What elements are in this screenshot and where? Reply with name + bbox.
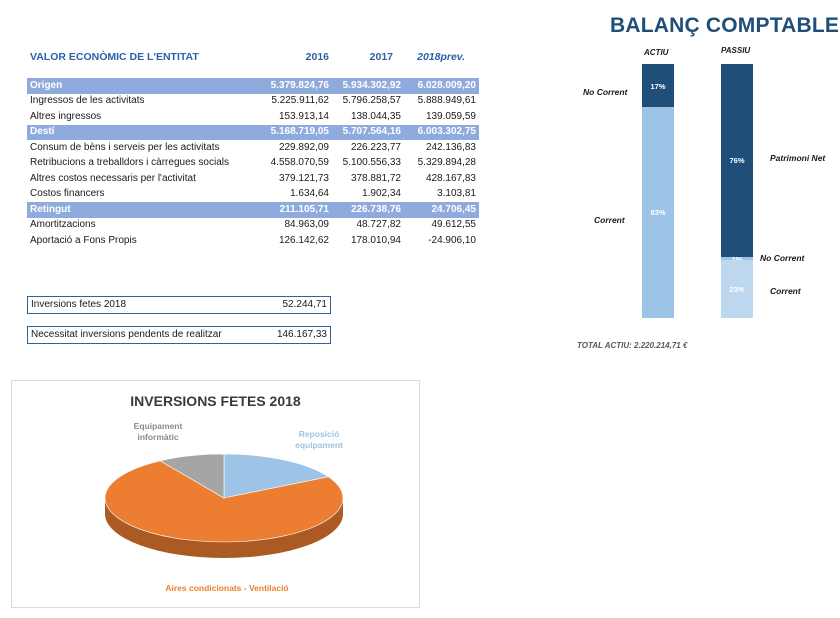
passiu-corrent-bar: 23% <box>721 260 753 318</box>
table-row: Consum de bèns i serveis per les activit… <box>27 140 479 156</box>
row-value: 428.167,83 <box>425 172 476 184</box>
row-value: 211.105,71 <box>279 203 330 215</box>
table-row: Costos financers 1.634,64 1.902,34 3.103,81 <box>27 187 479 203</box>
label-no-corrent-actiu: No Corrent <box>583 87 628 97</box>
row-value: 1.634,64 <box>290 188 329 199</box>
balance-title: BALANÇ COMPTABLE <box>610 14 840 37</box>
pie-chart <box>104 453 344 558</box>
passiu-no-corrent-pct: 1% <box>721 255 753 264</box>
col-2017: 2017 <box>369 51 393 63</box>
row-label: Aportació a Fons Propis <box>30 234 137 246</box>
actiu-no-corrent-pct: 17% <box>650 82 666 91</box>
label-reposicio: Reposició equipament <box>295 429 343 450</box>
row-label: Origen <box>30 79 63 91</box>
table-row: Ingressos de les activitats 5.225.911,62 5… <box>27 94 479 110</box>
row-label: Retingut <box>30 203 71 215</box>
row-value: 126.142,62 <box>278 234 329 246</box>
inversions-box: Inversions fetes 2018 52.244,71 <box>27 296 331 314</box>
pie-chart-card: INVERSIONS FETES 2018 Reposició equipame… <box>11 380 420 608</box>
label-corrent-passiu: Corrent <box>770 286 801 296</box>
col-2018prev: 2018prev. <box>417 51 465 63</box>
row-value: 378.881,72 <box>350 172 401 184</box>
actiu-no-corrent-bar: 17% <box>642 64 674 107</box>
necessitat-value: 146.167,33 <box>276 329 327 340</box>
table-section-row: Destí 5.168.719,05 5.707.564,16 6.003.302,7… <box>27 124 479 140</box>
row-value: 6.003.302,75 <box>417 126 476 137</box>
label-no-corrent-passiu: No Corrent <box>760 253 805 263</box>
row-value: 5.707.564,16 <box>342 126 401 137</box>
row-value: 242.136,83 <box>425 141 476 153</box>
passiu-patrimoni-pct: 76% <box>729 156 745 165</box>
pie-side-1 <box>105 498 343 558</box>
table-section-row: Retingut 211.105,71 226.738,76 24.706,45 <box>27 202 479 218</box>
row-label: Costos financers <box>30 188 105 199</box>
row-value: 5.796.258,57 <box>342 95 401 106</box>
economic-value-table: VALOR ECONÒMIC DE L'ENTITAT 2016 2017 20… <box>27 47 479 249</box>
row-label: Retribucions a treballdors i càrregues s… <box>30 157 229 168</box>
necessitat-label: Necessitat inversions pendents de realit… <box>31 329 222 340</box>
table-row: Altres ingressos 153.913,14 138.044,35 139.… <box>27 109 479 125</box>
table-row: Retribucions a treballdors i càrregues s… <box>27 156 479 172</box>
row-value: 6.028.009,20 <box>417 79 476 91</box>
row-value: -24.906,10 <box>428 234 476 246</box>
row-value: 5.379.824,76 <box>270 79 329 91</box>
label-equipament: Equipament informàtic <box>133 421 183 442</box>
table-header: VALOR ECONÒMIC DE L'ENTITAT 2016 2017 20… <box>27 47 479 69</box>
row-label: Consum de bèns i serveis per les activit… <box>30 141 220 153</box>
necessitat-box: Necessitat inversions pendents de realit… <box>27 326 331 344</box>
table-title: VALOR ECONÒMIC DE L'ENTITAT <box>30 51 199 63</box>
passiu-no-corrent-bar: 1% <box>721 255 753 264</box>
table-row: Amortitzacions 84.963,09 48.727,82 49.612,5… <box>27 218 479 234</box>
row-value: 5.888.949,61 <box>417 95 476 106</box>
row-value: 5.934.302,92 <box>342 79 401 91</box>
row-value: 5.329.894,28 <box>417 157 476 168</box>
inversions-label: Inversions fetes 2018 <box>31 299 127 310</box>
row-value: 226.738,76 <box>350 203 401 215</box>
pie-slice-1 <box>104 460 344 543</box>
row-label: Ingressos de les activitats <box>30 95 145 106</box>
row-value: 229.892,09 <box>278 141 329 153</box>
col-actiu: ACTIU <box>644 48 669 57</box>
row-value: 48.727,82 <box>356 219 402 230</box>
row-label: Destí <box>30 126 55 137</box>
row-value: 5.168.719,05 <box>270 126 329 137</box>
row-value: 5.225.911,62 <box>271 95 329 106</box>
row-value: 24.706,45 <box>431 203 477 215</box>
row-value: 5.100.556,33 <box>342 157 401 168</box>
row-value: 49.612,55 <box>431 219 477 230</box>
col-passiu: PASSIU <box>721 46 751 55</box>
row-value: 3.103,81 <box>437 188 476 199</box>
label-aires: Aires condicionats - Ventilació <box>165 583 289 593</box>
row-value: 139.059,59 <box>425 110 476 122</box>
pie-slice-2 <box>159 453 225 499</box>
pie-slice-0 <box>223 453 330 499</box>
total-actiu: TOTAL ACTIU: 2.220.214,71 € <box>577 341 688 350</box>
row-value: 138.044,35 <box>350 110 401 122</box>
pie-title: INVERSIONS FETES 2018 <box>130 393 301 409</box>
row-value: 153.913,14 <box>278 110 329 122</box>
passiu-corrent-pct: 23% <box>729 285 745 294</box>
row-label: Amortitzacions <box>30 219 96 230</box>
row-value: 4.558.070,59 <box>270 157 329 168</box>
row-value: 84.963,09 <box>284 219 330 230</box>
inversions-value: 52.244,71 <box>282 299 328 310</box>
row-value: 226.223,77 <box>350 141 401 153</box>
row-label: Altres ingressos <box>30 110 102 122</box>
col-2016: 2016 <box>305 51 329 63</box>
row-value: 379.121,73 <box>278 172 329 184</box>
label-corrent-actiu: Corrent <box>594 215 625 225</box>
passiu-patrimoni-bar: 76% <box>721 64 753 257</box>
row-label: Altres costos necessaris per l'activitat <box>30 172 196 184</box>
table-row: Aportació a Fons Propis 126.142,62 178.010… <box>27 233 479 249</box>
row-value: 1.902,34 <box>362 188 401 199</box>
table-row: Altres costos necessaris per l'activitat… <box>27 171 479 187</box>
table-section-row: Origen 5.379.824,76 5.934.302,92 6.028.009,… <box>27 78 479 94</box>
label-patrimoni-net: Patrimoni Net <box>770 153 826 163</box>
actiu-corrent-bar: 83% <box>642 107 674 318</box>
row-value: 178.010,94 <box>350 234 401 246</box>
actiu-corrent-pct: 83% <box>650 208 666 217</box>
